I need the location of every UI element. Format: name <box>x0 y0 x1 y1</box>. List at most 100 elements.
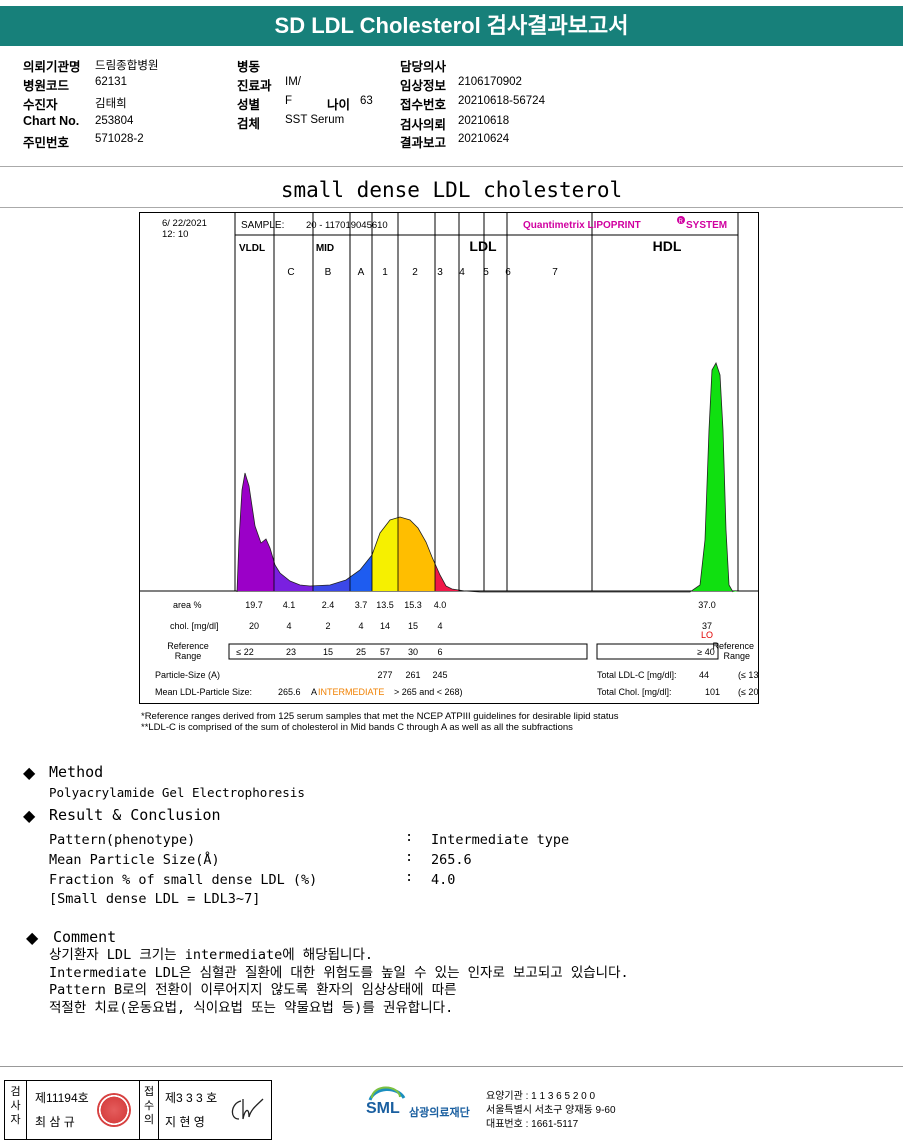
ref-value: 23 <box>286 647 296 657</box>
group-label: HDL <box>653 238 682 254</box>
band-label: 6 <box>505 267 511 278</box>
tester-name: 최 삼 규 <box>35 1115 75 1129</box>
group-label: VLDL <box>239 243 265 254</box>
comment-title: Comment <box>53 928 117 946</box>
row-label-area: area % <box>173 600 202 610</box>
field-value: 20210618 <box>458 115 510 127</box>
mean-criteria: > 265 and < 268) <box>394 687 463 697</box>
chol-value: 4 <box>358 621 363 631</box>
org-info: 요양기관 : 1 1 3 6 5 2 0 0 서울특별시 서초구 양재동 9-6… <box>486 1090 616 1132</box>
comment-body: 상기환자 LDL 크기는 intermediate에 해당됩니다. Interm… <box>49 947 629 1017</box>
row-label-ref-right: Reference <box>712 641 754 651</box>
total-ldl-value: 44 <box>699 670 709 680</box>
field-value: IM/ <box>285 76 301 88</box>
hdl-ref-box <box>596 643 719 660</box>
lipoprint-chart: 6/ 22/2021 12: 10 SAMPLE: 20 - 117019045610… <box>139 212 766 704</box>
density-curve <box>236 362 734 593</box>
field-label: 의뢰기관명 <box>23 60 81 74</box>
chol-value: 14 <box>380 621 390 631</box>
row-label-ref-right: Range <box>723 651 750 661</box>
hdl-area-value: 37.0 <box>698 600 716 610</box>
mid-c-area <box>274 561 313 591</box>
footnote: **LDL-C is comprised of the sum of chole… <box>141 722 573 733</box>
field-value: SST Serum <box>285 114 345 126</box>
comment-line: Intermediate LDL은 심혈관 질환에 대한 위험도를 높일 수 있… <box>49 964 629 981</box>
area-value: 13.5 <box>376 600 394 610</box>
divider <box>0 207 903 208</box>
hdl-ref-value: ≥ 40 <box>697 647 714 657</box>
org-info-line: 서울특별시 서초구 양재동 9-60 <box>486 1105 616 1116</box>
age-label: 나이 <box>327 98 351 112</box>
field-label: 진료과 <box>237 79 272 93</box>
band-label: 3 <box>437 267 443 278</box>
field-label: 접수번호 <box>400 98 447 112</box>
field-label: 검사의뢰 <box>400 118 447 132</box>
logo-text: SML <box>366 1100 400 1117</box>
sample-label: SAMPLE: <box>241 220 284 231</box>
mid-a-area <box>350 555 372 591</box>
chol-value: 4 <box>286 621 291 631</box>
group-label: MID <box>316 243 334 254</box>
field-value: 드림종합병원 <box>95 60 159 72</box>
band-label: C <box>287 267 294 278</box>
ldl2-area <box>398 517 435 591</box>
org-name: 삼광의료재단 <box>409 1107 470 1119</box>
row-label-chol: chol. [mg/dl] <box>170 621 219 631</box>
bullet-icon: ◆ <box>23 763 36 782</box>
band-label: 5 <box>483 267 489 278</box>
result-colon: : <box>405 849 414 865</box>
band-label: 7 <box>552 267 558 278</box>
approver-name: 지 현 영 <box>165 1115 205 1129</box>
result-label: Mean Particle Size(Å) <box>49 852 220 868</box>
field-value: 20210618-56724 <box>458 95 545 107</box>
total-ldl-ref: (≤ 130) <box>738 670 758 680</box>
mean-type: INTERMEDIATE <box>318 687 384 697</box>
ref-value: 57 <box>380 647 390 657</box>
approver-number: 제3 3 3 호 <box>165 1091 218 1105</box>
field-label: 수진자 <box>23 98 58 112</box>
result-value: 265.6 <box>431 852 472 868</box>
field-label: 임상정보 <box>400 79 447 93</box>
band-label: A <box>358 267 365 278</box>
comment-line: 적절한 치료(운동요법, 식이요법 또는 약물요법 등)를 권유합니다. <box>49 999 454 1016</box>
bullet-icon: ◆ <box>26 928 39 947</box>
area-value: 19.7 <box>245 600 263 610</box>
result-title: Result & Conclusion <box>49 806 221 824</box>
field-value: F <box>285 95 293 107</box>
area-value: 4.0 <box>434 600 447 610</box>
chol-value: 2 <box>325 621 330 631</box>
field-label: 병동 <box>237 60 261 74</box>
result-value: 4.0 <box>431 872 456 888</box>
field-value: 20210624 <box>458 133 510 145</box>
total-chol-value: 101 <box>705 687 720 697</box>
mid-b-area <box>313 577 350 591</box>
field-value: 571028-2 <box>95 133 144 145</box>
result-colon: : <box>405 869 414 885</box>
particle-size-value: 245 <box>432 670 447 680</box>
bullet-icon: ◆ <box>23 806 36 825</box>
area-value: 2.4 <box>322 600 335 610</box>
result-value: Intermediate type <box>431 832 570 848</box>
field-value: 2106170902 <box>458 76 522 88</box>
report-title: SD LDL Cholesterol 검사결과보고서 <box>0 6 903 46</box>
comment-line: 상기환자 LDL 크기는 intermediate에 해당됩니다. <box>49 947 374 963</box>
area-value: 15.3 <box>404 600 422 610</box>
total-chol-label: Total Chol. [mg/dl]: <box>597 687 672 697</box>
area-value: 3.7 <box>355 600 368 610</box>
field-value: 62131 <box>95 76 127 88</box>
chart-time: 12: 10 <box>162 229 188 240</box>
particle-size-value: 261 <box>405 670 420 680</box>
band-label: 1 <box>382 267 388 278</box>
field-label: 담당의사 <box>400 60 447 74</box>
org-info-line: 요양기관 : 1 1 3 6 5 2 0 0 <box>486 1091 596 1102</box>
stamp-seal <box>97 1093 131 1127</box>
org-info-line: 대표번호 : 1661-5117 <box>486 1119 579 1130</box>
brand-text: Quantimetrix LIPOPRINT <box>523 220 641 231</box>
mean-size-value: 265.6 <box>278 687 301 697</box>
row-label-mean: Mean LDL-Particle Size: <box>155 687 252 697</box>
ref-value: 15 <box>323 647 333 657</box>
sample-value: 20 - 117019045610 <box>306 220 388 231</box>
